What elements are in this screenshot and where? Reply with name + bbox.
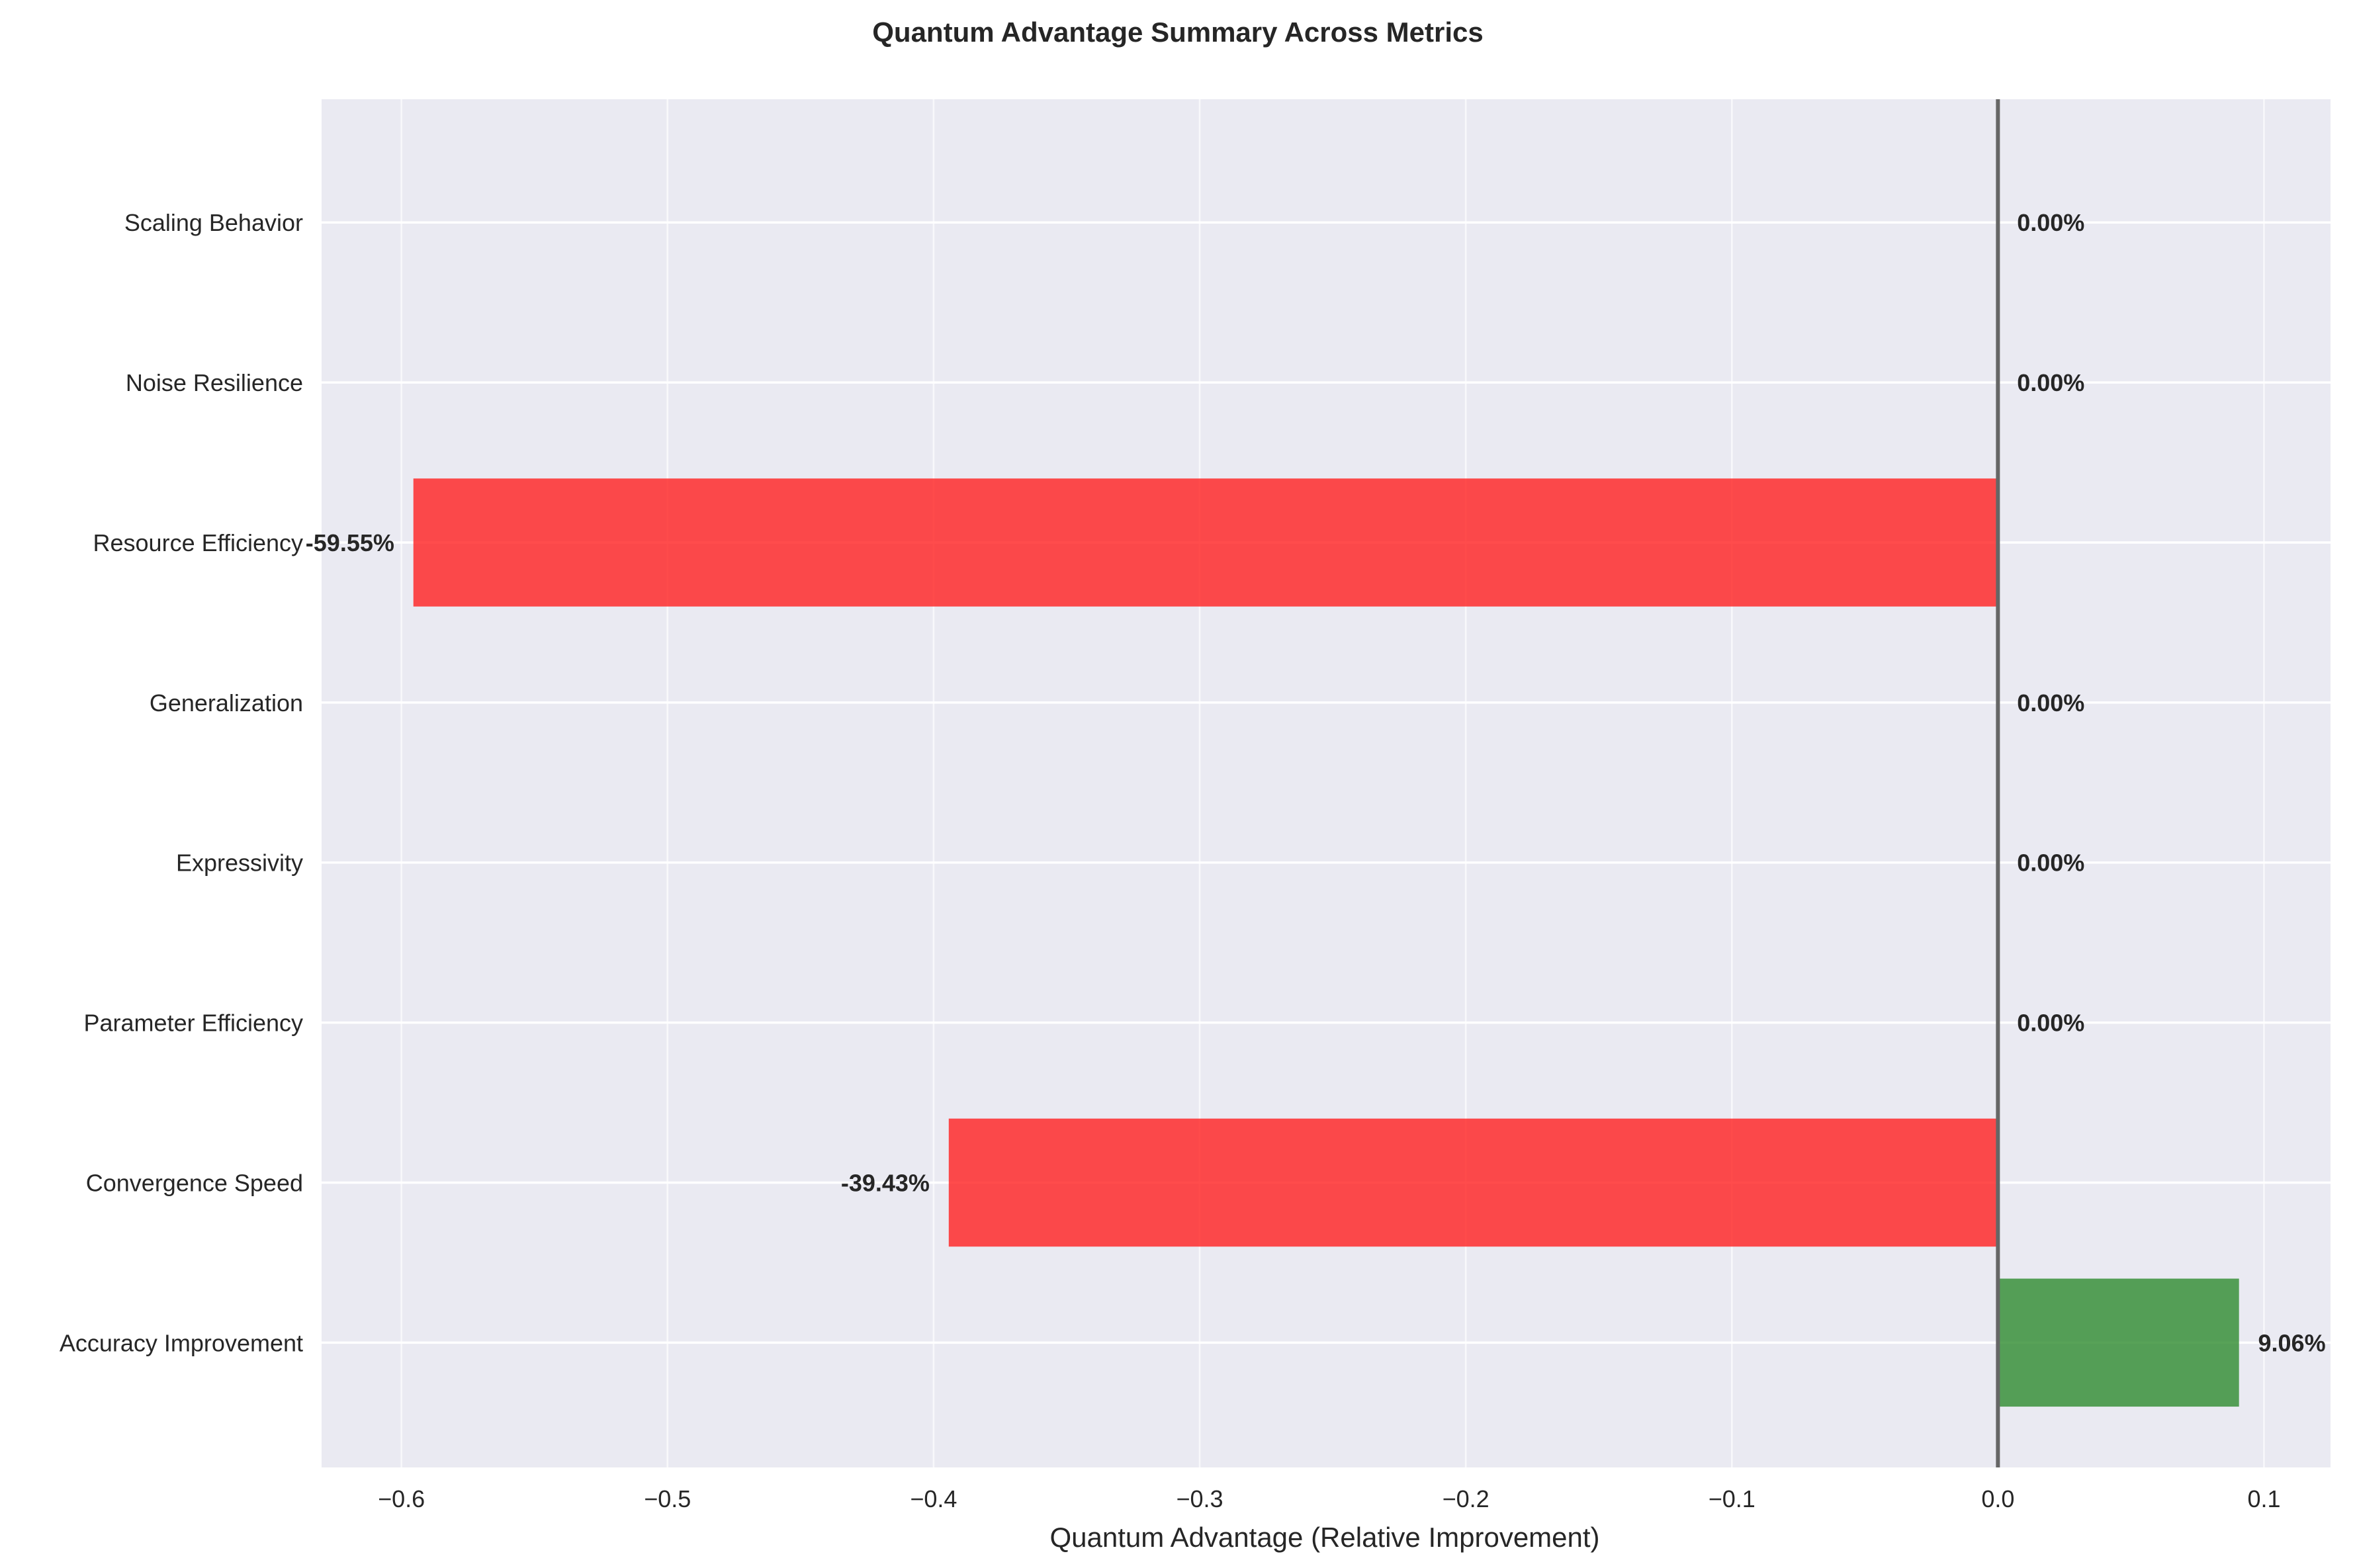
x-axis-label: Quantum Advantage (Relative Improvement)	[1049, 1522, 1599, 1553]
x-tick-label: −0.1	[1709, 1485, 1756, 1512]
x-tick-label: −0.5	[644, 1485, 691, 1512]
y-axis-tick-labels: Accuracy Improvement Convergence Speed Par…	[60, 209, 303, 1356]
bar-accuracy-improvement	[1998, 1278, 2239, 1407]
bar-value-label: 0.00%	[2017, 369, 2084, 396]
x-tick-label: −0.2	[1443, 1485, 1490, 1512]
bar-value-label: 0.00%	[2017, 209, 2084, 236]
y-tick-label: Generalization	[150, 689, 303, 717]
x-tick-label: 0.0	[1981, 1485, 2014, 1512]
y-tick-label: Convergence Speed	[86, 1169, 303, 1196]
bar-resource-efficiency	[413, 478, 1998, 607]
bar-value-label: -59.55%	[306, 529, 394, 556]
x-tick-label: −0.4	[910, 1485, 957, 1512]
bar-value-label: 0.00%	[2017, 849, 2084, 877]
bar-value-labels: 9.06% -39.43% 0.00% 0.00% 0.00% -59.55% 0.00% 0…	[306, 209, 2326, 1356]
bars	[413, 478, 2239, 1407]
y-tick-label: Noise Resilience	[126, 369, 303, 396]
y-tick-label: Expressivity	[176, 849, 303, 877]
x-tick-label: −0.6	[378, 1485, 425, 1512]
y-tick-label: Resource Efficiency	[93, 529, 303, 556]
x-tick-label: −0.3	[1176, 1485, 1223, 1512]
y-tick-label: Accuracy Improvement	[60, 1329, 303, 1356]
chart-title: Quantum Advantage Summary Across Metrics	[872, 17, 1484, 48]
bar-convergence-speed	[948, 1118, 1998, 1247]
bar-value-label: 0.00%	[2017, 1010, 2084, 1037]
bar-value-label: -39.43%	[841, 1169, 930, 1196]
x-axis-tick-labels: −0.6 −0.5 −0.4 −0.3 −0.2 −0.1 0.0 0.1	[378, 1485, 2280, 1512]
plot-area	[322, 99, 2331, 1467]
y-tick-label: Parameter Efficiency	[84, 1010, 303, 1037]
x-tick-label: 0.1	[2247, 1485, 2280, 1512]
bar-value-label: 0.00%	[2017, 689, 2084, 717]
bar-value-label: 9.06%	[2258, 1329, 2326, 1356]
y-tick-label: Scaling Behavior	[124, 209, 303, 236]
